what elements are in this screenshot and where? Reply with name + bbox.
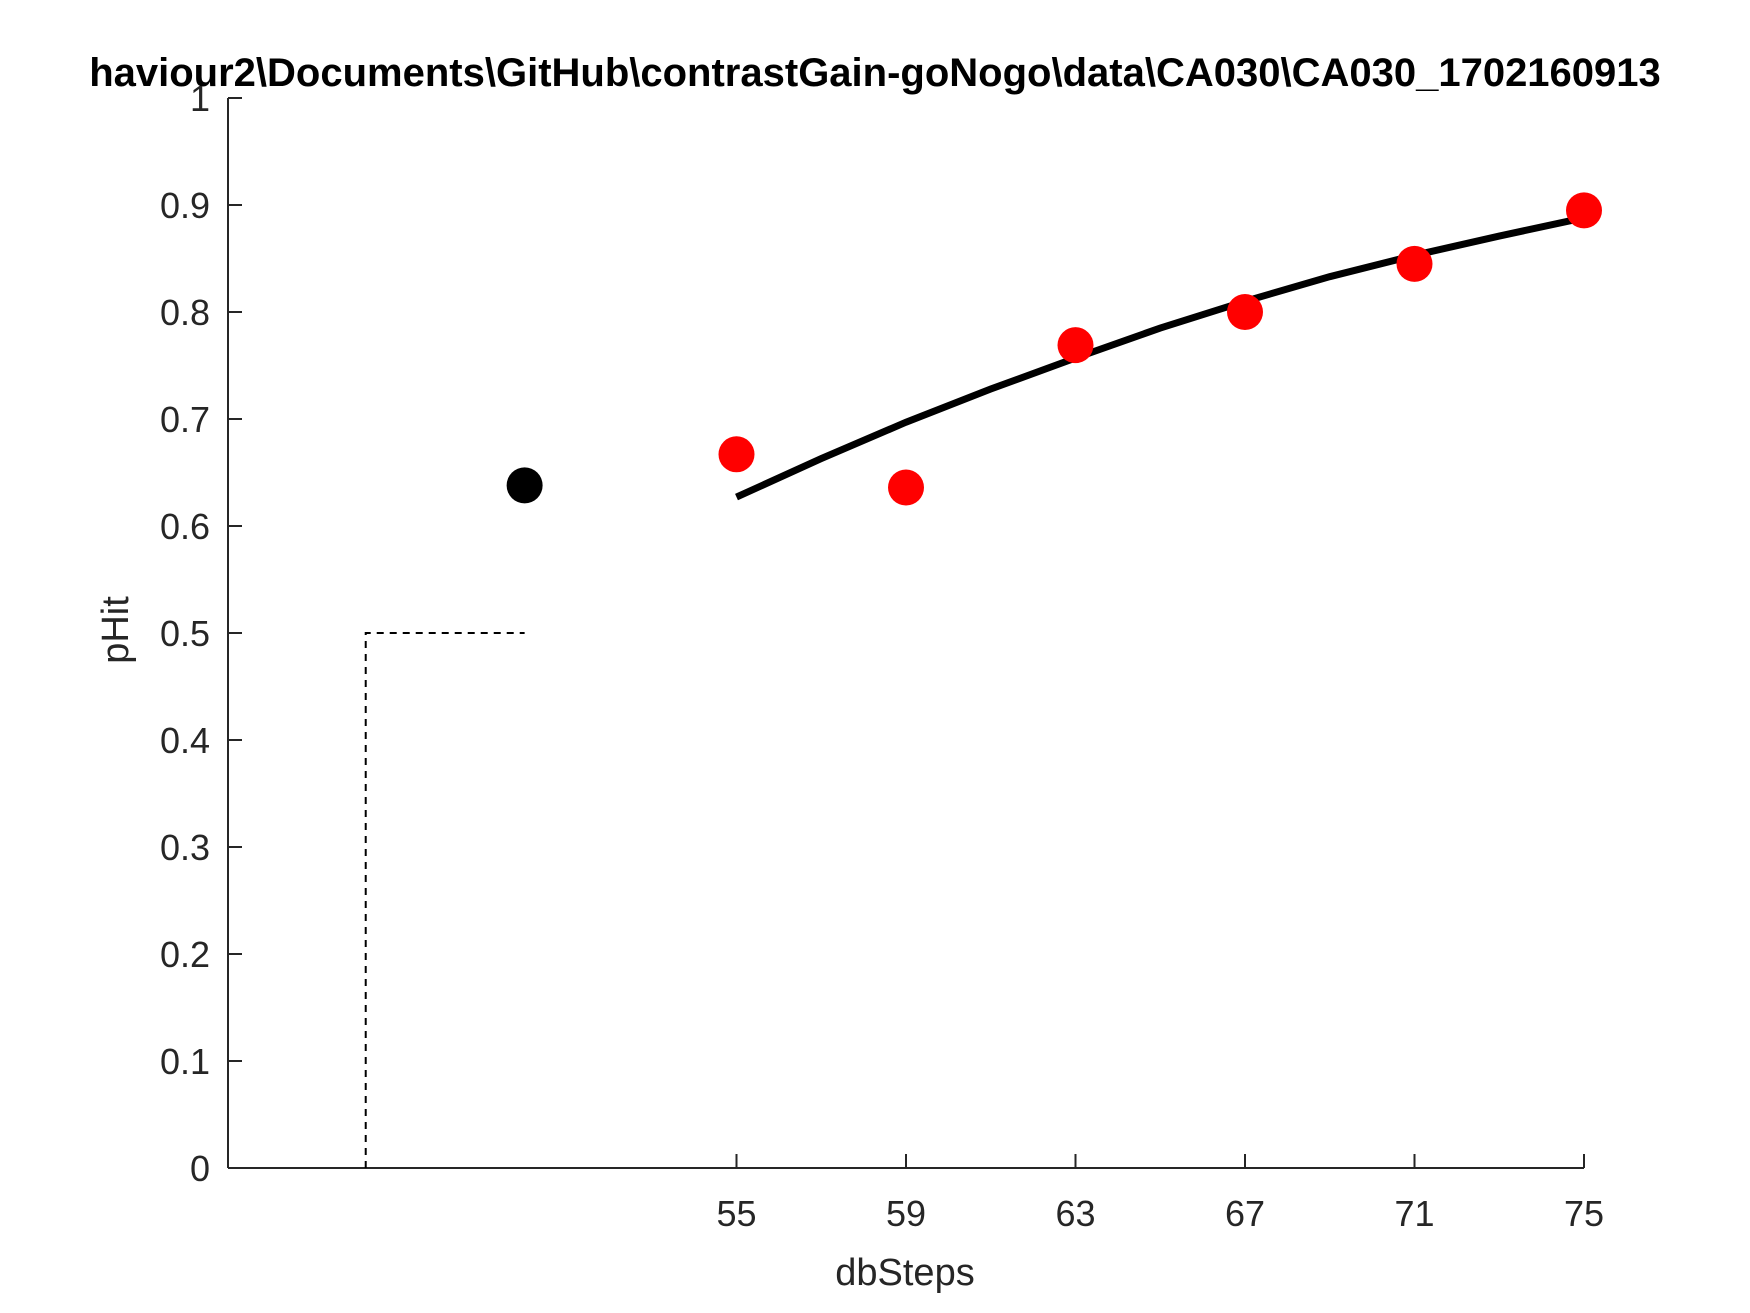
catch-trial-point (506, 467, 543, 504)
x-tick-label: 71 (1394, 1193, 1434, 1234)
data-point (718, 436, 755, 473)
y-tick-label: 0.5 (160, 613, 210, 654)
y-tick-label: 0.8 (160, 292, 210, 333)
y-axis-label: pHit (95, 596, 137, 664)
data-point (1057, 327, 1094, 364)
y-tick-label: 0.4 (160, 720, 210, 761)
x-tick-label: 75 (1564, 1193, 1604, 1234)
data-point (888, 469, 924, 506)
data-point (1396, 245, 1433, 282)
y-tick-label: 0.3 (160, 827, 210, 868)
y-tick-label: 1 (190, 78, 210, 119)
y-tick-label: 0.6 (160, 506, 210, 547)
plot-area: 0 0.1 0.2 0.3 0.4 0.5 0.6 0.7 0.8 0.9 1 55 59 63 67 71 7… (160, 78, 1604, 1234)
y-tick-label: 0.2 (160, 934, 210, 975)
x-tick-label: 55 (716, 1193, 756, 1234)
x-axis-label: dbSteps (835, 1252, 974, 1294)
data-point (1227, 294, 1263, 330)
data-point (1566, 192, 1602, 229)
x-tick-label: 67 (1225, 1193, 1265, 1234)
chart-title: haviour2\Documents\GitHub\contrastGain-g… (89, 51, 1661, 95)
x-tick-label: 59 (886, 1193, 926, 1234)
y-tick-label: 0.9 (160, 185, 210, 226)
y-tick-label: 0 (190, 1148, 210, 1189)
y-tick-label: 0.7 (160, 399, 210, 440)
x-tick-label: 63 (1055, 1193, 1095, 1234)
fit-curve (735, 214, 1585, 501)
y-tick-label: 0.1 (160, 1041, 210, 1082)
chance-line (364, 632, 525, 1168)
